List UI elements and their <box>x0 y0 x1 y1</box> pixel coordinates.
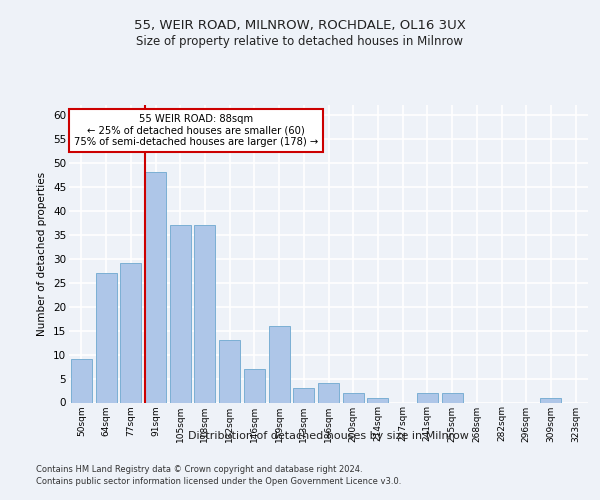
Bar <box>244 369 265 402</box>
Bar <box>71 360 92 403</box>
Y-axis label: Number of detached properties: Number of detached properties <box>37 172 47 336</box>
Bar <box>145 172 166 402</box>
Bar <box>442 393 463 402</box>
Bar <box>194 225 215 402</box>
Text: Contains HM Land Registry data © Crown copyright and database right 2024.: Contains HM Land Registry data © Crown c… <box>36 464 362 473</box>
Bar <box>170 225 191 402</box>
Text: 55, WEIR ROAD, MILNROW, ROCHDALE, OL16 3UX: 55, WEIR ROAD, MILNROW, ROCHDALE, OL16 3… <box>134 18 466 32</box>
Text: Size of property relative to detached houses in Milnrow: Size of property relative to detached ho… <box>137 35 464 48</box>
Bar <box>269 326 290 402</box>
Bar <box>120 264 141 402</box>
Bar <box>219 340 240 402</box>
Text: Distribution of detached houses by size in Milnrow: Distribution of detached houses by size … <box>188 431 469 441</box>
Bar <box>95 273 116 402</box>
Bar <box>318 384 339 402</box>
Bar <box>417 393 438 402</box>
Bar <box>343 393 364 402</box>
Bar <box>293 388 314 402</box>
Text: 55 WEIR ROAD: 88sqm
← 25% of detached houses are smaller (60)
75% of semi-detach: 55 WEIR ROAD: 88sqm ← 25% of detached ho… <box>74 114 318 147</box>
Bar <box>367 398 388 402</box>
Bar <box>541 398 562 402</box>
Text: Contains public sector information licensed under the Open Government Licence v3: Contains public sector information licen… <box>36 476 401 486</box>
